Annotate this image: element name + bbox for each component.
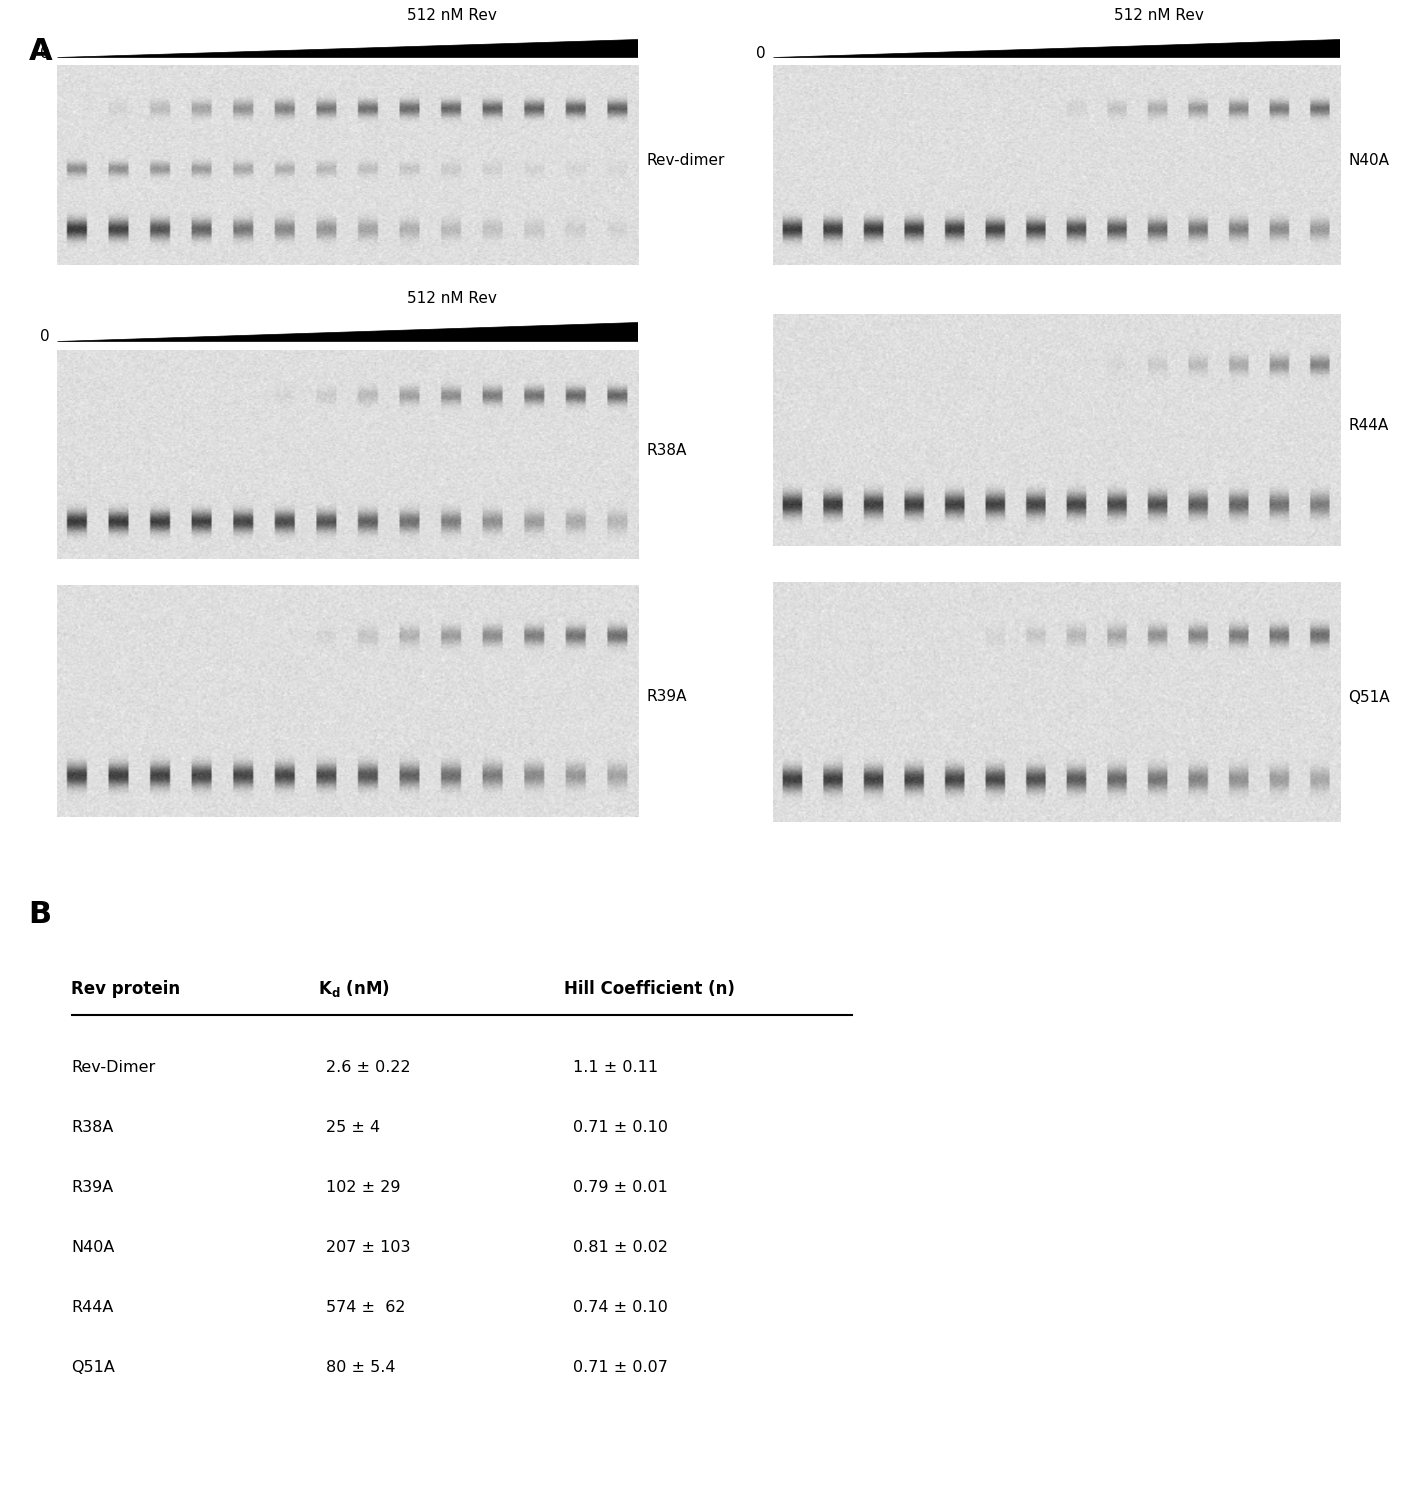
Text: A: A — [28, 38, 52, 66]
Text: 25 ± 4: 25 ± 4 — [326, 1120, 380, 1136]
Text: Hill Coefficient (n): Hill Coefficient (n) — [564, 980, 736, 998]
Text: Q51A: Q51A — [71, 1360, 115, 1376]
Text: 102 ± 29: 102 ± 29 — [326, 1180, 400, 1196]
Text: R44A: R44A — [1349, 417, 1388, 432]
Text: Rev-dimer: Rev-dimer — [647, 153, 725, 168]
Polygon shape — [57, 322, 638, 340]
Text: 574 ±  62: 574 ± 62 — [326, 1300, 406, 1316]
Text: Rev-Dimer: Rev-Dimer — [71, 1060, 155, 1076]
Text: N40A: N40A — [1349, 153, 1390, 168]
Text: 0.81 ± 0.02: 0.81 ± 0.02 — [573, 1240, 668, 1256]
Text: $\mathbf{K_d}$ (nM): $\mathbf{K_d}$ (nM) — [318, 978, 390, 999]
Text: 512 nM Rev: 512 nM Rev — [407, 8, 496, 22]
Text: R38A: R38A — [71, 1120, 113, 1136]
Polygon shape — [773, 39, 1340, 57]
Text: 0.79 ± 0.01: 0.79 ± 0.01 — [573, 1180, 668, 1196]
Text: R39A: R39A — [647, 688, 688, 703]
Text: 1.1 ± 0.11: 1.1 ± 0.11 — [573, 1060, 658, 1076]
Text: Q51A: Q51A — [1349, 690, 1390, 705]
Text: 2.6 ± 0.22: 2.6 ± 0.22 — [326, 1060, 410, 1076]
Text: 80 ± 5.4: 80 ± 5.4 — [326, 1360, 396, 1376]
Text: 512 nM Rev: 512 nM Rev — [407, 291, 496, 306]
Text: 0.71 ± 0.07: 0.71 ± 0.07 — [573, 1360, 668, 1376]
Text: Rev protein: Rev protein — [71, 980, 180, 998]
Text: N40A: N40A — [71, 1240, 115, 1256]
Text: R44A: R44A — [71, 1300, 113, 1316]
Text: R39A: R39A — [71, 1180, 113, 1196]
Text: 0: 0 — [756, 46, 766, 62]
Polygon shape — [57, 39, 638, 57]
Text: 0.71 ± 0.10: 0.71 ± 0.10 — [573, 1120, 668, 1136]
Text: 512 nM Rev: 512 nM Rev — [1113, 8, 1204, 22]
Text: R38A: R38A — [647, 442, 686, 458]
Text: 0.74 ± 0.10: 0.74 ± 0.10 — [573, 1300, 668, 1316]
Text: B: B — [28, 900, 51, 928]
Text: 0: 0 — [40, 46, 50, 62]
Text: 207 ± 103: 207 ± 103 — [326, 1240, 410, 1256]
Text: 0: 0 — [40, 330, 50, 345]
